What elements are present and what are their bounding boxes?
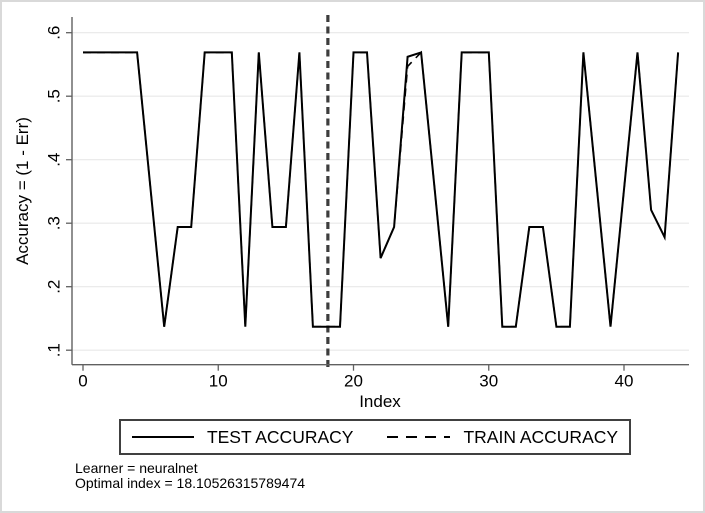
legend-entry-test: TEST ACCURACY [131,426,354,448]
x-tick-label: 30 [479,372,498,391]
y-tick-label: .4 [44,153,63,167]
legend-label-train: TRAIN ACCURACY [463,426,619,447]
chart-notes: Learner = neuralnet Optimal index = 18.1… [75,461,305,490]
tick-labels: .1 .2 .3 .4 .5 .6 0 10 20 30 40 [44,26,633,391]
accuracy-line-chart: .1 .2 .3 .4 .5 .6 0 10 20 30 40 Index Accuracy = (… [13,15,689,411]
note-learner: Learner = neuralnet [75,460,198,476]
y-tick-label: .6 [44,26,63,40]
y-tick-label: .1 [44,343,63,357]
x-tick-label: 20 [344,372,363,391]
dashed-line-sample-icon [387,436,451,438]
series-lines [83,50,680,328]
legend-label-test: TEST ACCURACY [206,426,354,447]
y-axis-title: Accuracy = (1 - Err) [13,117,32,265]
x-axis-title: Index [359,392,401,411]
x-tick-label: 0 [78,372,87,391]
x-tick-label: 10 [209,372,228,391]
test-accuracy-line [83,51,680,328]
x-tick-label: 40 [615,372,634,391]
legend-entry-train: TRAIN ACCURACY [387,427,618,448]
y-tick-label: .3 [44,216,63,230]
y-tick-label: .5 [44,89,63,103]
solid-line-sample-icon [131,436,194,438]
note-optimal-index: Optimal index = 18.10526315789474 [75,474,306,491]
y-tick-label: .2 [44,280,63,294]
train-accuracy-line [83,50,679,328]
legend-box: TEST ACCURACY TRAIN ACCURACY [119,419,631,455]
gridlines [72,32,689,351]
axes [66,17,689,371]
